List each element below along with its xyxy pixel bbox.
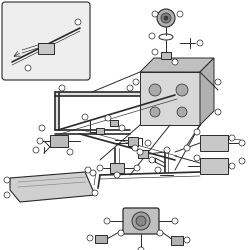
Circle shape: [136, 216, 146, 226]
Circle shape: [197, 40, 203, 46]
Circle shape: [177, 11, 183, 17]
Circle shape: [119, 125, 125, 131]
Circle shape: [155, 167, 161, 173]
Bar: [96, 128, 104, 134]
Circle shape: [118, 230, 124, 236]
Circle shape: [184, 145, 190, 151]
Bar: [55, 92, 59, 130]
Circle shape: [97, 165, 103, 171]
Bar: [140, 72, 200, 125]
Bar: [171, 236, 183, 245]
Circle shape: [239, 158, 245, 164]
Circle shape: [150, 107, 160, 117]
Circle shape: [152, 11, 158, 17]
Circle shape: [172, 218, 178, 224]
Circle shape: [134, 165, 140, 171]
Bar: [200, 158, 228, 174]
Bar: [38, 43, 54, 54]
Bar: [95, 235, 107, 243]
Circle shape: [215, 79, 221, 85]
Circle shape: [138, 247, 144, 250]
Circle shape: [152, 49, 158, 55]
Circle shape: [132, 145, 138, 151]
Circle shape: [161, 13, 171, 23]
Bar: [138, 150, 148, 158]
Circle shape: [215, 109, 221, 115]
Circle shape: [25, 65, 31, 71]
Circle shape: [194, 155, 200, 161]
Circle shape: [33, 147, 39, 153]
Circle shape: [82, 114, 88, 120]
Circle shape: [87, 235, 93, 241]
Circle shape: [132, 212, 150, 230]
Circle shape: [104, 218, 110, 224]
Circle shape: [39, 125, 45, 131]
Circle shape: [149, 84, 161, 96]
Circle shape: [177, 107, 187, 117]
Circle shape: [92, 190, 98, 196]
Circle shape: [184, 237, 190, 243]
Bar: [200, 135, 228, 151]
Circle shape: [157, 230, 163, 236]
Polygon shape: [200, 58, 214, 125]
FancyBboxPatch shape: [2, 2, 90, 80]
Circle shape: [149, 33, 155, 39]
Circle shape: [75, 19, 81, 25]
Circle shape: [157, 9, 175, 27]
Circle shape: [149, 157, 155, 163]
Circle shape: [127, 85, 133, 91]
Circle shape: [114, 172, 120, 178]
Circle shape: [172, 59, 178, 65]
Circle shape: [194, 129, 200, 135]
Circle shape: [67, 149, 73, 155]
Circle shape: [137, 149, 143, 155]
Circle shape: [164, 147, 170, 153]
Bar: [161, 52, 171, 59]
Bar: [50, 135, 68, 147]
Bar: [110, 163, 124, 173]
Polygon shape: [10, 172, 95, 202]
Polygon shape: [140, 58, 214, 72]
Circle shape: [145, 140, 151, 146]
Circle shape: [105, 115, 111, 121]
Circle shape: [4, 177, 10, 183]
Circle shape: [229, 163, 235, 169]
Bar: [128, 137, 138, 146]
Bar: [55, 92, 140, 96]
Bar: [110, 120, 118, 126]
Circle shape: [133, 79, 139, 85]
Circle shape: [37, 138, 43, 144]
Circle shape: [164, 16, 168, 20]
Circle shape: [85, 167, 91, 173]
Circle shape: [176, 84, 188, 96]
Circle shape: [229, 135, 235, 141]
Circle shape: [59, 85, 65, 91]
Circle shape: [239, 140, 245, 146]
FancyBboxPatch shape: [123, 208, 159, 234]
Circle shape: [4, 192, 10, 198]
Circle shape: [90, 170, 96, 176]
